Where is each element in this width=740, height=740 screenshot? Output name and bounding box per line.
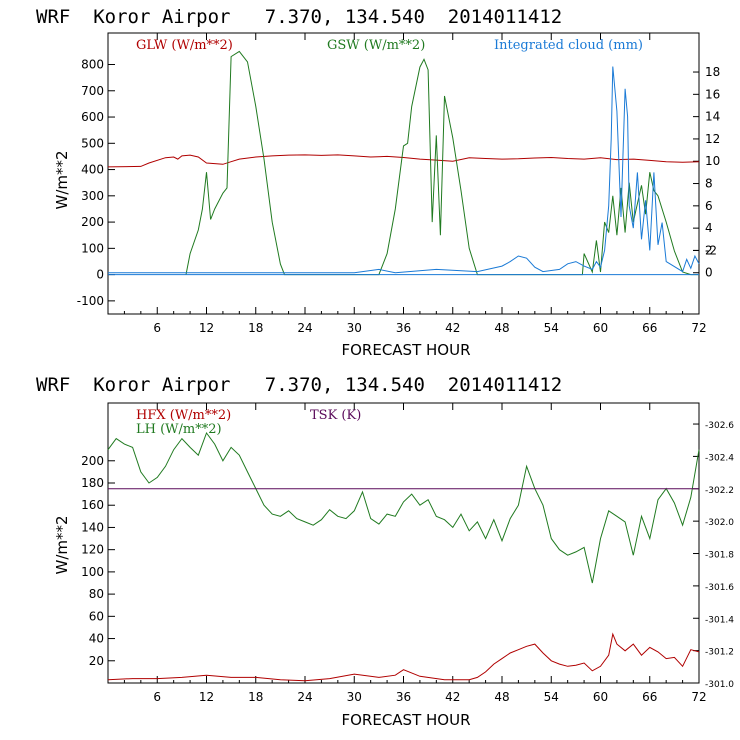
- x-tick-label: 42: [445, 690, 460, 704]
- y2-tick-label: 0: [705, 266, 713, 280]
- y-tick-label: 160: [81, 498, 104, 512]
- y2-tick-label: -302.6: [705, 421, 734, 431]
- series-line-gsw: [185, 50, 699, 276]
- y2-tick-label: 16: [705, 87, 720, 101]
- x-tick-label: 42: [445, 321, 460, 335]
- plot-frame: [107, 402, 700, 684]
- x-tick-label: 36: [396, 690, 411, 704]
- x-tick-label: 30: [347, 321, 362, 335]
- y2-tick-label: 14: [705, 110, 720, 124]
- y-tick-label: 100: [81, 241, 104, 255]
- x-tick-label: 24: [297, 321, 312, 335]
- x-tick-label: 54: [544, 321, 559, 335]
- series-line-lh: [107, 431, 700, 584]
- y2-tick-label: 10: [705, 154, 720, 168]
- series-lines: [107, 431, 700, 682]
- y2-tick-label: 2: [705, 243, 713, 257]
- y2-tick-label: 18: [705, 65, 720, 79]
- y2-tick-label: -302.0: [705, 518, 734, 528]
- y2-tick-label: -301.4: [705, 615, 734, 625]
- x-axis: 6 12 18 24 30 36 42 48 54 60 66 72: [123, 33, 707, 335]
- x-tick-label: 60: [593, 690, 608, 704]
- y2-tick-label: -301.0: [705, 680, 734, 690]
- y-axis-label: W/m**2: [53, 150, 71, 209]
- x-tick-label: 36: [396, 321, 411, 335]
- x-tick-label: 18: [248, 690, 263, 704]
- x-axis-label: FORECAST HOUR: [341, 341, 470, 359]
- legend-glw: GLW (W/m**2): [136, 38, 233, 53]
- x-tick-label: 18: [248, 321, 263, 335]
- y-axis-left: 20 40 60 80 100 120 140 160 180 200: [81, 454, 115, 668]
- y-tick-label: 600: [81, 110, 104, 124]
- x-tick-label: 6: [153, 321, 161, 335]
- x-tick-label: 54: [544, 690, 559, 704]
- x-tick-label: 48: [494, 321, 509, 335]
- y-tick-label: 120: [81, 543, 104, 557]
- y-axis-left: -100 0 100 200 300 400 500 600 700 800: [77, 58, 115, 308]
- y-axis-right: -301.0 -301.2 -301.4 -301.6 -301.8 -302.0 -302…: [693, 421, 734, 690]
- y-tick-label: -100: [77, 294, 104, 308]
- series-lines: [107, 50, 700, 276]
- y-tick-label: 140: [81, 520, 104, 534]
- y-tick-label: 300: [81, 189, 104, 203]
- y2-tick-label: -2: [705, 243, 717, 257]
- x-tick-label: 30: [347, 690, 362, 704]
- legend-tsk: TSK (K): [310, 408, 361, 423]
- panel-bottom: WRF Koror Airpor 7.370, 134.540 20140114…: [36, 374, 734, 729]
- y-tick-label: 0: [96, 268, 104, 282]
- y-tick-label: 200: [81, 454, 104, 468]
- panel-top: WRF Koror Airpor 7.370, 134.540 20140114…: [36, 6, 720, 359]
- y-tick-label: 800: [81, 58, 104, 72]
- y-tick-label: 40: [89, 632, 104, 646]
- y-tick-label: 80: [89, 587, 104, 601]
- series-line-hfx: [107, 632, 700, 682]
- series-line-cloud: [108, 66, 700, 274]
- y2-tick-label: 12: [705, 132, 720, 146]
- y2-tick-label: -301.8: [705, 551, 734, 561]
- y2-tick-label: -302.2: [705, 486, 734, 496]
- legend-lh: LH (W/m**2): [136, 422, 222, 437]
- x-tick-label: 12: [199, 690, 214, 704]
- y2-tick-label: 6: [705, 199, 713, 213]
- x-tick-label: 60: [593, 321, 608, 335]
- y-tick-label: 20: [89, 654, 104, 668]
- y2-tick-label: -302.4: [705, 453, 734, 463]
- y2-tick-label: -301.6: [705, 583, 734, 593]
- x-tick-label: 72: [691, 690, 706, 704]
- legend-gsw: GSW (W/m**2): [327, 38, 425, 53]
- chart-title: WRF Koror Airpor 7.370, 134.540 20140114…: [36, 6, 562, 28]
- y-tick-label: 500: [81, 136, 104, 150]
- x-tick-label: 66: [642, 690, 657, 704]
- y-tick-label: 400: [81, 163, 104, 177]
- x-axis-label: FORECAST HOUR: [341, 711, 470, 729]
- x-tick-label: 66: [642, 321, 657, 335]
- y2-tick-label: 4: [705, 221, 713, 235]
- x-tick-label: 12: [199, 321, 214, 335]
- y-axis-label: W/m**2: [53, 515, 71, 574]
- y2-tick-label: -301.2: [705, 648, 734, 658]
- y-axis-right: -2 0 2 4 6 8 10 12 14 16 18: [693, 65, 720, 280]
- x-tick-label: 72: [691, 321, 706, 335]
- series-line-glw: [107, 154, 700, 168]
- x-axis: 6 12 18 24 30 36 42 48 54 60 66 72: [123, 403, 707, 704]
- y-tick-label: 200: [81, 215, 104, 229]
- x-tick-label: 6: [153, 690, 161, 704]
- legend-cloud: Integrated cloud (mm): [494, 38, 643, 53]
- x-tick-label: 24: [297, 690, 312, 704]
- y2-tick-label: 8: [705, 177, 713, 191]
- y-tick-label: 100: [81, 565, 104, 579]
- x-tick-label: 48: [494, 690, 509, 704]
- y-tick-label: 700: [81, 84, 104, 98]
- legend-hfx: HFX (W/m**2): [136, 408, 231, 423]
- y-tick-label: 180: [81, 476, 104, 490]
- chart-title: WRF Koror Airpor 7.370, 134.540 20140114…: [36, 374, 562, 396]
- y-tick-label: 60: [89, 609, 104, 623]
